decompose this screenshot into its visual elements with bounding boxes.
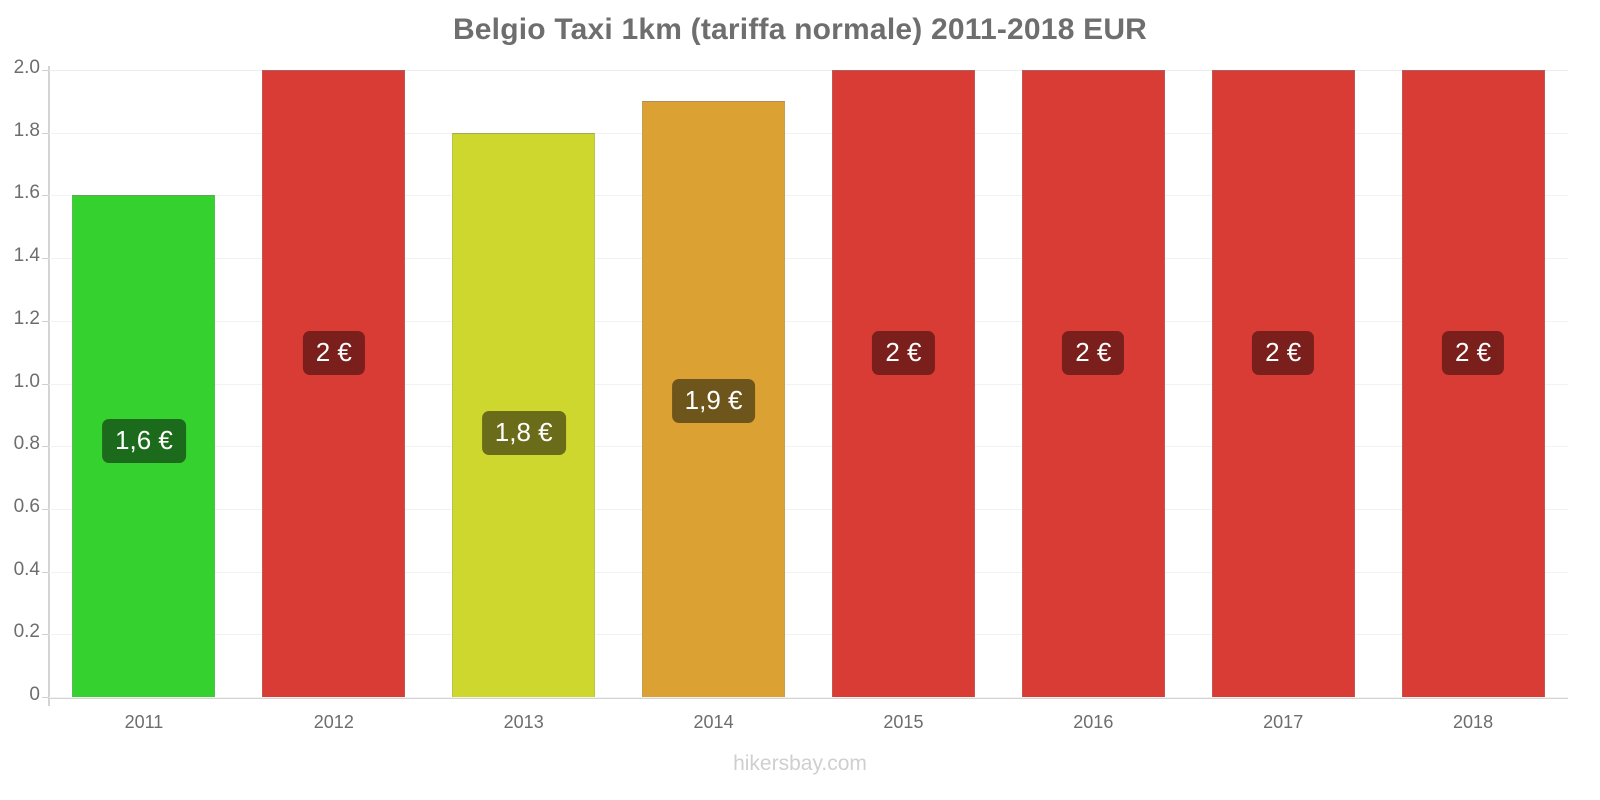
- y-axis-line: [48, 66, 50, 706]
- x-axis-tick-label: 2012: [313, 712, 354, 732]
- y-axis-tick-label: 1.0: [13, 370, 40, 392]
- y-axis-tick-mark: [42, 195, 49, 197]
- y-axis-tick-mark: [42, 258, 49, 260]
- bar-group[interactable]: 2 €: [1211, 70, 1355, 697]
- bar-value-label: 2 €: [1252, 331, 1315, 375]
- gridline: [49, 195, 1568, 197]
- y-axis-tick-label: 0.8: [13, 433, 40, 455]
- y-axis-tick-mark: [42, 132, 49, 134]
- x-axis-tick-label: 2011: [124, 712, 164, 732]
- y-axis-tick-label: 0: [29, 684, 40, 705]
- bar-value-label: 2 €: [872, 331, 935, 375]
- y-axis-tick-mark: [42, 320, 49, 322]
- y-axis-tick-label: 0.4: [13, 558, 40, 580]
- watermark: hikersbay.com: [733, 752, 867, 775]
- bar-group[interactable]: 2 €: [262, 70, 406, 697]
- y-axis-tick-mark: [42, 508, 49, 510]
- bar-group[interactable]: 1,8 €: [452, 132, 596, 697]
- gridline: [49, 70, 1568, 71]
- x-axis-line: [49, 697, 1568, 699]
- gridline: [49, 383, 1568, 385]
- y-axis-tick-label: 0.2: [13, 621, 40, 643]
- y-axis-tick-label: 1.6: [13, 182, 40, 204]
- y-axis-tick-label: 1.8: [13, 119, 40, 141]
- plot-area: 1,6 € 2 € 1,8 € 1,9 € 2 € 2 € 2 € 2 €: [49, 70, 1568, 698]
- bar-value-label: 2 €: [302, 331, 365, 375]
- y-axis-tick-mark: [42, 697, 49, 698]
- y-axis-tick-labels: 2.0 1.8 1.6 1.4 1.2 1.0 0.8 0.6 0.4 0.2 0: [0, 0, 49, 800]
- bar-value-label: 1,6 €: [102, 419, 186, 464]
- x-axis-tick-label: 2015: [883, 712, 924, 732]
- bar-value-label: 1,9 €: [671, 379, 756, 424]
- y-axis-tick-mark: [42, 634, 49, 636]
- bar[interactable]: [831, 70, 975, 697]
- bar-value-label: 1,8 €: [481, 410, 566, 455]
- gridline: [49, 258, 1568, 260]
- bar[interactable]: [262, 70, 406, 697]
- bar-group[interactable]: 2 €: [1021, 70, 1165, 697]
- bar[interactable]: [1401, 70, 1545, 697]
- bar-group[interactable]: 2 €: [1401, 70, 1545, 697]
- gridline: [49, 571, 1568, 573]
- y-axis-tick-mark: [42, 383, 49, 385]
- bar-group[interactable]: 2 €: [831, 70, 975, 697]
- gridline: [49, 320, 1568, 322]
- bar-value-label: 2 €: [1062, 331, 1125, 375]
- x-axis-tick-label: 2013: [503, 712, 544, 732]
- gridline: [49, 634, 1568, 636]
- y-axis-tick-label: 0.6: [13, 495, 40, 517]
- bar[interactable]: [1211, 70, 1355, 697]
- bar-value-label: 2 €: [1441, 331, 1505, 375]
- x-axis-tick-label: 2014: [693, 712, 734, 732]
- chart-title: Belgio Taxi 1km (tariffa normale) 2011-2…: [452, 13, 1148, 46]
- gridline: [49, 697, 1568, 698]
- y-axis-tick-mark: [42, 70, 49, 71]
- y-axis-tick-label: 2.0: [13, 57, 40, 78]
- y-axis-tick-mark: [42, 571, 49, 573]
- bar-group[interactable]: 1,6 €: [72, 195, 216, 697]
- x-axis-tick-label: 2016: [1073, 712, 1114, 732]
- gridline: [49, 446, 1568, 448]
- bar-group[interactable]: 1,9 €: [642, 101, 786, 697]
- y-axis-tick-label: 1.4: [13, 245, 40, 267]
- bar[interactable]: [1021, 70, 1165, 697]
- x-axis-tick-label: 2018: [1453, 712, 1494, 732]
- y-axis-tick-label: 1.2: [13, 307, 40, 329]
- gridline: [49, 508, 1568, 510]
- x-axis-tick-label: 2017: [1263, 712, 1304, 732]
- y-axis-tick-mark: [42, 446, 49, 448]
- gridline: [49, 132, 1568, 134]
